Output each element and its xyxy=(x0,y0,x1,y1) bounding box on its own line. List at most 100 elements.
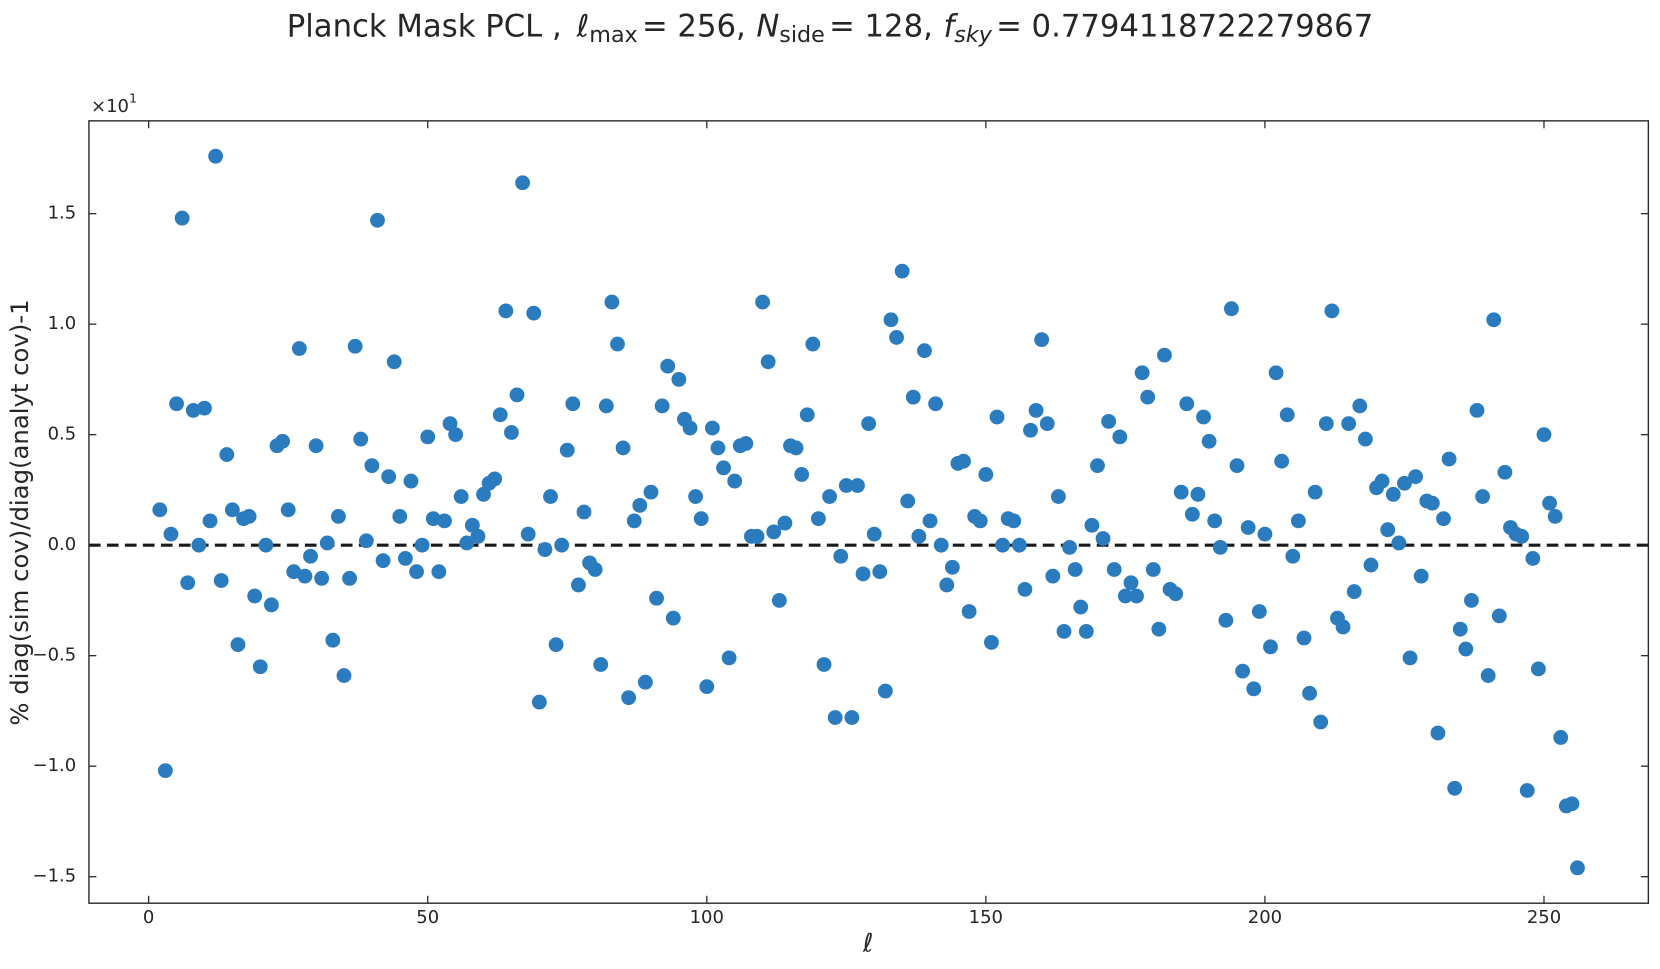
point xyxy=(297,568,313,584)
point xyxy=(169,396,184,412)
point xyxy=(816,657,832,672)
point xyxy=(654,398,670,414)
point xyxy=(492,407,508,423)
point xyxy=(353,431,369,447)
point xyxy=(191,537,207,553)
point xyxy=(230,637,246,653)
y-tick-label: −1.5 xyxy=(33,866,77,887)
point xyxy=(470,528,486,544)
point xyxy=(643,484,659,500)
point xyxy=(1039,416,1055,432)
point xyxy=(1564,796,1580,812)
point xyxy=(1173,484,1189,500)
point xyxy=(1090,458,1105,474)
point xyxy=(1464,593,1479,608)
point xyxy=(637,674,653,690)
point xyxy=(1190,486,1206,502)
point xyxy=(342,570,357,586)
point xyxy=(855,566,871,582)
point xyxy=(308,438,324,454)
point xyxy=(688,489,704,504)
point xyxy=(157,763,173,779)
point xyxy=(721,650,737,666)
point xyxy=(303,548,318,564)
point xyxy=(1352,398,1368,414)
point xyxy=(1324,303,1340,319)
point xyxy=(1553,730,1569,745)
point xyxy=(1497,464,1513,480)
x-axis-label: ℓ xyxy=(862,927,874,957)
point xyxy=(682,420,698,436)
point xyxy=(1447,780,1463,796)
point xyxy=(710,440,726,456)
point xyxy=(264,597,279,613)
title-part: side xyxy=(779,22,825,48)
y-tick-label: −0.5 xyxy=(33,645,77,666)
point xyxy=(1402,650,1418,666)
point xyxy=(548,637,564,653)
point xyxy=(336,668,352,683)
point xyxy=(766,524,782,540)
point xyxy=(1134,365,1150,381)
x-tick-label: 50 xyxy=(416,907,439,928)
point xyxy=(905,389,921,405)
point xyxy=(1357,431,1373,447)
point xyxy=(370,212,385,228)
point xyxy=(1536,427,1552,443)
point xyxy=(939,577,955,593)
title-part: sky xyxy=(954,22,992,48)
offset-base: ×10 xyxy=(91,96,129,117)
point xyxy=(1112,429,1128,445)
point xyxy=(610,336,625,352)
point xyxy=(409,564,424,580)
point xyxy=(1056,623,1072,639)
point xyxy=(1157,347,1172,363)
point xyxy=(805,336,821,352)
point xyxy=(487,471,503,487)
point xyxy=(386,354,402,370)
point xyxy=(822,489,837,504)
point xyxy=(1123,575,1139,591)
point xyxy=(861,416,877,432)
point xyxy=(331,509,346,524)
point xyxy=(1363,557,1379,573)
point xyxy=(626,513,642,529)
point xyxy=(208,148,224,164)
point xyxy=(1469,402,1485,418)
point xyxy=(1095,531,1111,546)
point xyxy=(180,575,196,591)
title-part: = 256, xyxy=(642,9,746,44)
chart-title: Planck Mask PCL , ℓmax = 256, Nside = 128, fs… xyxy=(287,9,1373,47)
point xyxy=(1073,599,1089,615)
point xyxy=(1017,581,1033,597)
point xyxy=(1335,619,1351,635)
point xyxy=(498,303,514,319)
point xyxy=(1430,725,1446,741)
point xyxy=(1078,623,1094,639)
point xyxy=(889,330,904,345)
point xyxy=(699,679,715,695)
point xyxy=(615,440,631,456)
point xyxy=(291,341,307,356)
point xyxy=(442,416,458,432)
point xyxy=(1251,604,1267,619)
point xyxy=(693,511,709,527)
point xyxy=(520,526,536,542)
point xyxy=(866,526,882,542)
point xyxy=(1218,612,1234,628)
point xyxy=(358,533,374,549)
point xyxy=(1011,537,1027,553)
point xyxy=(319,535,335,551)
point xyxy=(777,515,793,531)
point xyxy=(431,564,447,580)
point xyxy=(280,502,296,518)
point xyxy=(833,548,849,564)
point xyxy=(241,509,257,524)
point xyxy=(1129,588,1144,604)
point xyxy=(197,400,212,416)
point xyxy=(571,577,586,593)
point xyxy=(1084,517,1100,533)
point xyxy=(1045,568,1061,584)
point xyxy=(1023,422,1038,438)
point xyxy=(1525,551,1541,566)
